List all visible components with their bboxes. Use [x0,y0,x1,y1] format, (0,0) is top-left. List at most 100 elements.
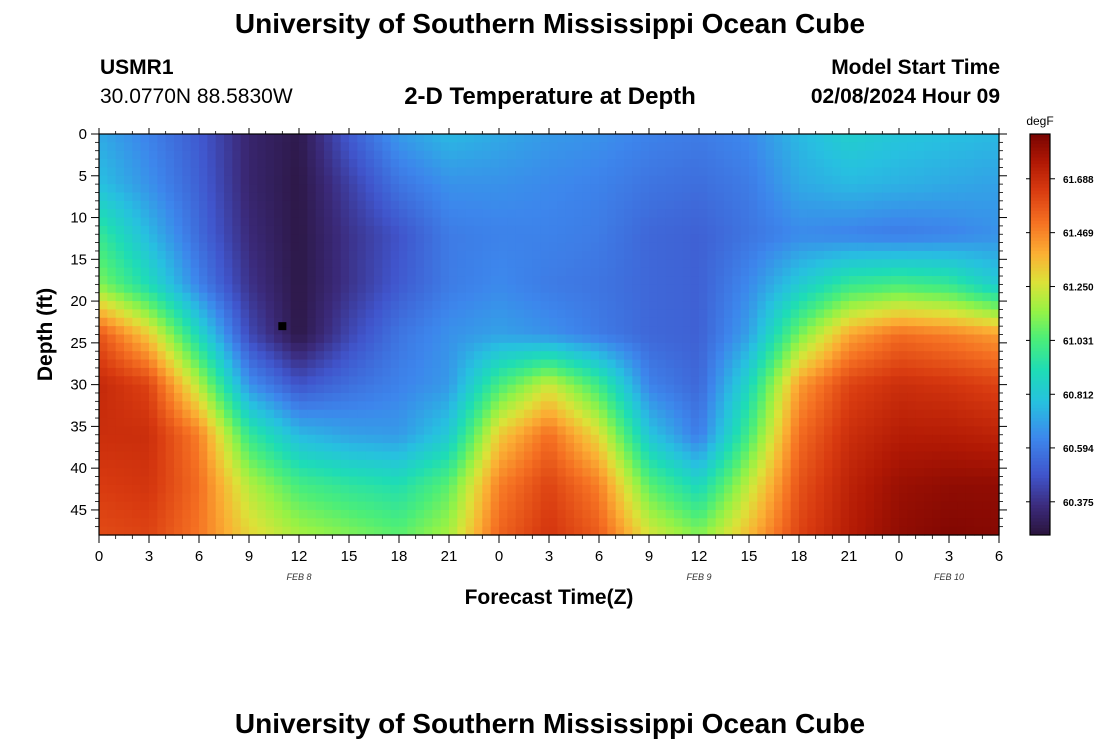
heatmap-cell [440,192,450,202]
heatmap-cell [865,267,875,277]
heatmap-cell [874,376,883,386]
heatmap-cell [949,301,958,311]
heatmap-cell [165,443,175,453]
heatmap-cell [299,250,308,260]
heatmap-cell [940,209,950,219]
heatmap-cell [624,434,633,444]
heatmap-cell [524,443,533,453]
heatmap-cell [974,476,983,486]
heatmap-cell [549,376,558,386]
heatmap-cell [724,426,733,436]
heatmap-cell [224,451,233,461]
heatmap-cell [199,418,208,427]
heatmap-cell [582,476,592,486]
heatmap-cell [732,451,742,461]
heatmap-cell [540,284,550,294]
heatmap-cell [507,451,517,461]
heatmap-cell [282,509,292,519]
heatmap-cell [565,250,575,260]
heatmap-cell [157,418,167,427]
heatmap-cell [107,384,117,394]
heatmap-cell [390,200,400,210]
heatmap-cell [974,150,983,160]
heatmap-cell [882,276,892,285]
heatmap-cell [982,401,992,411]
heatmap-cell [882,401,892,411]
heatmap-cell [915,351,925,361]
heatmap-cell [265,501,275,511]
heatmap-cell [565,184,575,194]
heatmap-cell [932,250,942,260]
heatmap-cell [882,384,892,394]
heatmap-cell [874,225,883,235]
heatmap-cell [757,476,767,486]
heatmap-cell [457,434,467,444]
heatmap-cell [749,459,758,469]
heatmap-cell [632,451,642,461]
heatmap-cell [232,242,242,252]
heatmap-cell [665,200,675,210]
heatmap-cell [582,484,592,494]
heatmap-cell [732,184,742,194]
heatmap-cell [357,159,367,169]
heatmap-cell [690,326,700,336]
heatmap-cell [249,501,258,511]
heatmap-cell [599,434,608,444]
heatmap-cell [282,292,292,302]
heatmap-cell [349,175,358,185]
heatmap-cell [649,426,658,436]
heatmap-cell [974,167,983,177]
heatmap-cell [665,434,675,444]
heatmap-cell [249,443,258,453]
heatmap-cell [765,459,775,469]
heatmap-cell [990,468,1000,478]
heatmap-cell [840,401,850,411]
heatmap-cell [765,501,775,511]
heatmap-cell [940,342,950,352]
heatmap-cell [374,159,383,169]
heatmap-cell [149,159,158,169]
heatmap-cell [390,142,400,152]
heatmap-cell [582,493,592,503]
heatmap-cell [624,301,633,311]
heatmap-cell [632,276,642,285]
heatmap-cell [799,392,808,402]
heatmap-cell [124,459,133,469]
heatmap-cell [532,217,542,227]
heatmap-cell [690,367,700,377]
heatmap-cell [165,476,175,486]
heatmap-cell [224,468,233,478]
heatmap-cell [707,242,717,252]
heatmap-cell [707,209,717,219]
heatmap-cell [724,342,733,352]
heatmap-cell [532,468,542,478]
heatmap-cell [732,359,742,369]
heatmap-cell [965,443,975,453]
heatmap-cell [674,501,683,511]
heatmap-cell [815,501,825,511]
heatmap-cell [140,150,150,160]
heatmap-cell [132,150,142,160]
heatmap-cell [707,501,717,511]
heatmap-cell [565,217,575,227]
heatmap-cell [965,317,975,327]
heatmap-cell [424,267,433,277]
heatmap-cell [690,484,700,494]
heatmap-cell [965,184,975,194]
heatmap-cell [274,142,283,152]
heatmap-cell [374,509,383,519]
heatmap-cell [649,184,658,194]
heatmap-cell [399,267,408,277]
heatmap-cell [224,326,233,336]
heatmap-cell [482,434,492,444]
heatmap-cell [457,501,467,511]
heatmap-cell [874,250,883,260]
heatmap-cell [107,493,117,503]
heatmap-cell [357,184,367,194]
heatmap-cell [974,418,983,427]
heatmap-cell [240,292,250,302]
heatmap-cell [432,443,442,453]
heatmap-cell [382,159,392,169]
heatmap-cell [807,250,817,260]
heatmap-cell [349,184,358,194]
